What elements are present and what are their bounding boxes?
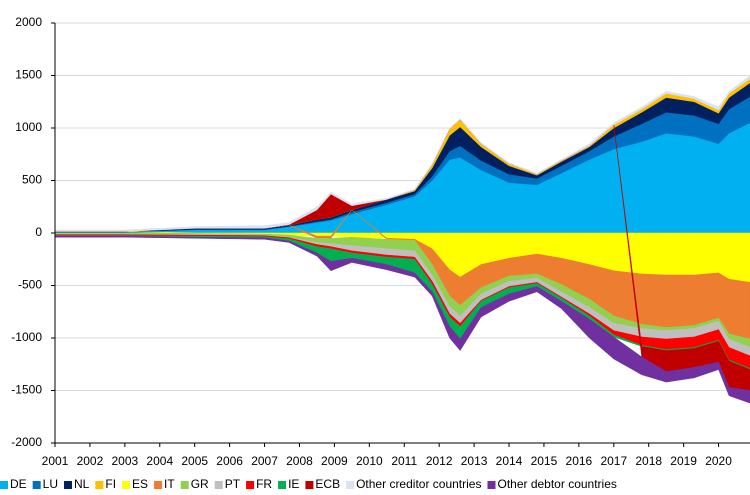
x-tick-label: 2020 [705, 454, 732, 468]
x-tick-label: 2014 [496, 454, 523, 468]
x-tick-label: 2017 [600, 454, 627, 468]
y-tick-label: 2000 [15, 15, 42, 29]
legend-label: IE [288, 477, 299, 491]
legend-swatch [95, 481, 104, 489]
x-tick-label: 2001 [42, 454, 69, 468]
legend-label: LU [43, 477, 58, 491]
y-tick-label: 500 [22, 173, 42, 187]
legend-swatch [154, 481, 163, 489]
legend-swatch [346, 481, 355, 489]
legend-swatch [122, 481, 131, 489]
y-tick-label: -500 [18, 278, 42, 292]
y-tick-label: 1000 [15, 120, 42, 134]
legend-label: PT [225, 477, 241, 491]
legend-swatch [214, 481, 223, 489]
legend-label: NL [74, 477, 90, 491]
area [54, 75, 750, 232]
legend-label: ECB [315, 477, 340, 491]
legend-swatch [246, 481, 255, 489]
x-tick-label: 2010 [356, 454, 383, 468]
x-tick-label: 2005 [181, 454, 208, 468]
legend-swatch [487, 481, 496, 489]
legend-swatch [0, 481, 8, 489]
y-tick-label: -2000 [11, 435, 42, 449]
legend-label: Other debtor countries [497, 477, 616, 491]
x-tick-label: 2018 [635, 454, 662, 468]
x-tick-label: 2009 [321, 454, 348, 468]
legend-swatch [32, 481, 41, 489]
y-tick-label: 0 [35, 225, 42, 239]
legend-label: FR [256, 477, 272, 491]
legend-label: ES [132, 477, 148, 491]
x-tick-label: 2003 [111, 454, 138, 468]
x-tick-label: 2016 [566, 454, 593, 468]
legend-label: IT [164, 477, 175, 491]
x-tick-label: 2019 [670, 454, 697, 468]
area [54, 235, 750, 404]
x-tick-label: 2013 [461, 454, 488, 468]
legend-swatch [180, 481, 189, 489]
legend-swatch [305, 481, 314, 489]
legend-label: FI [105, 477, 116, 491]
x-tick-label: 2006 [216, 454, 243, 468]
x-tick-label: 2007 [251, 454, 278, 468]
legend-label: GR [191, 477, 209, 491]
x-tick-label: 2011 [391, 454, 417, 468]
y-tick-label: -1500 [11, 383, 42, 397]
legend-label: Other creditor countries [356, 477, 481, 491]
legend-swatch [64, 481, 73, 489]
x-tick-label: 2012 [426, 454, 453, 468]
x-tick-label: 2008 [286, 454, 313, 468]
y-tick-label: 1500 [15, 68, 42, 82]
y-tick-label: -1000 [11, 330, 42, 344]
x-tick-label: 2004 [146, 454, 173, 468]
legend-swatch [278, 481, 287, 489]
x-tick-label: 2015 [531, 454, 558, 468]
x-tick-label: 2002 [77, 454, 104, 468]
legend-label: DE [10, 477, 27, 491]
